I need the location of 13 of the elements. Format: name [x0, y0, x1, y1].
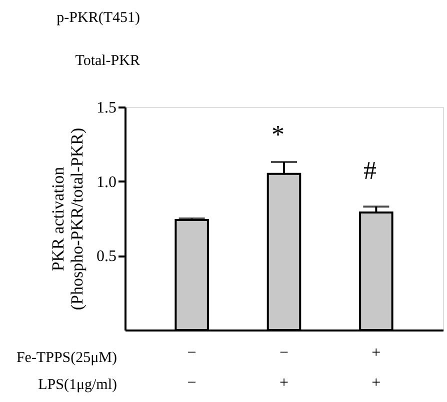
y-axis-title: PKR activation (Phospho-PKR/total-PKR)	[48, 128, 86, 310]
y-tick-label: 1.5	[96, 100, 116, 116]
text: Total-PKR	[75, 53, 140, 69]
x-tick-label: − −	[187, 344, 196, 392]
text: Fe-TPPS(25μM)	[16, 350, 117, 366]
annotation: *	[272, 120, 284, 149]
y-tick-label: 1.0	[96, 174, 116, 191]
annotation: #	[364, 156, 376, 185]
y-tick-label: 0.5	[96, 248, 116, 266]
x-tick-label: + +	[372, 344, 381, 392]
x-tick-label: − +	[279, 344, 289, 392]
text: p-PKR(T451)	[56, 10, 140, 26]
text: LPS(1μg/ml)	[38, 377, 117, 393]
